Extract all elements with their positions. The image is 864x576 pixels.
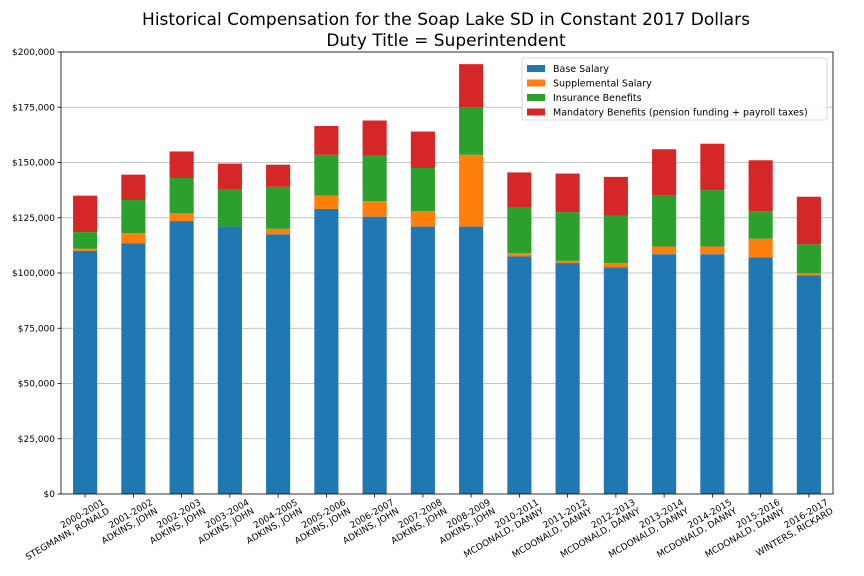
y-axis: $0 $25,000 $50,000 $75,000 $100,000 $125,000 $… — [12, 48, 61, 500]
bar-supplemental-segment — [507, 253, 532, 257]
bar-base-segment — [603, 267, 628, 494]
bar-mandatory-segment — [507, 172, 532, 208]
bar-mandatory-segment — [410, 131, 435, 169]
bar-mandatory-segment — [796, 196, 821, 245]
legend-swatch — [527, 108, 545, 116]
bar-mandatory-segment — [266, 164, 291, 187]
bar-supplemental-segment — [266, 228, 291, 235]
bar-insurance-segment — [652, 195, 677, 247]
bar-base-segment — [410, 226, 435, 494]
bar-supplemental-segment — [796, 273, 821, 276]
bar-base-segment — [169, 221, 194, 494]
bar-supplemental-segment — [314, 195, 339, 209]
legend-swatch — [527, 94, 545, 101]
bar-insurance-segment — [700, 190, 725, 247]
bar-insurance-segment — [748, 211, 773, 239]
bar-mandatory-segment — [748, 160, 773, 212]
bar-insurance-segment — [555, 212, 580, 261]
bar-base-segment — [121, 243, 146, 494]
chart-title: Historical Compensation for the Soap Lak… — [142, 10, 750, 30]
bar-base-segment — [459, 226, 484, 494]
chart-subtitle: Duty Title = Superintendent — [326, 31, 566, 51]
y-tick-label: $125,000 — [12, 214, 55, 224]
bar-supplemental-segment — [555, 260, 580, 264]
y-tick-label: $100,000 — [12, 269, 55, 279]
bar-insurance-segment — [796, 244, 821, 273]
bar-base-segment — [507, 256, 532, 494]
bar-base-segment — [362, 216, 387, 494]
bar-base-segment — [266, 234, 291, 494]
bar-mandatory-segment — [217, 163, 242, 190]
bar-insurance-segment — [169, 177, 194, 214]
legend: Base Salary Supplemental Salary Insurance … — [521, 57, 828, 121]
bar-mandatory-segment — [652, 149, 677, 196]
legend-swatch — [527, 65, 545, 72]
bar-mandatory-segment — [459, 64, 484, 108]
bar-base-segment — [217, 226, 242, 494]
legend-frame — [521, 57, 828, 121]
bar-supplemental-segment — [362, 201, 387, 217]
bar-base-segment — [700, 254, 725, 494]
bar-base-segment — [555, 263, 580, 494]
bar-base-segment — [73, 250, 98, 494]
bar-mandatory-segment — [555, 173, 580, 213]
bar-mandatory-segment — [121, 174, 146, 201]
bar-base-segment — [314, 208, 339, 494]
legend-label: Mandatory Benefits (pension funding + pa… — [553, 108, 808, 119]
bar-mandatory-segment — [73, 195, 98, 233]
bars — [73, 64, 821, 494]
y-tick-label: $25,000 — [18, 435, 55, 445]
y-tick-label: $150,000 — [12, 159, 55, 169]
x-axis: 2000-2001STEGMANN, RONALD2001-2002ADKINS… — [19, 494, 835, 563]
bar-insurance-segment — [459, 107, 484, 155]
bar-supplemental-segment — [73, 248, 98, 251]
bar-supplemental-segment — [748, 238, 773, 258]
bar-insurance-segment — [362, 155, 387, 202]
legend-label: Insurance Benefits — [553, 93, 642, 104]
bar-supplemental-segment — [121, 233, 146, 244]
y-tick-label: $200,000 — [12, 48, 55, 58]
legend-label: Base Salary — [553, 64, 609, 75]
bar-insurance-segment — [603, 215, 628, 264]
bar-mandatory-segment — [169, 151, 194, 178]
y-tick-label: $0 — [44, 490, 56, 500]
bar-insurance-segment — [410, 168, 435, 212]
bar-mandatory-segment — [603, 176, 628, 216]
bar-insurance-segment — [314, 154, 339, 196]
legend-label: Supplemental Salary — [553, 79, 652, 90]
bar-supplemental-segment — [459, 154, 484, 227]
bar-insurance-segment — [266, 186, 291, 229]
x-tick-name: STEGMANN, RONALD — [24, 507, 111, 563]
y-tick-label: $50,000 — [18, 380, 55, 390]
bar-supplemental-segment — [652, 246, 677, 255]
y-tick-label: $175,000 — [12, 103, 55, 113]
bar-mandatory-segment — [362, 120, 387, 156]
bar-insurance-segment — [507, 207, 532, 254]
legend-swatch — [527, 79, 545, 87]
x-tick-label: 2000-2001STEGMANN, RONALD — [19, 498, 111, 563]
bar-insurance-segment — [73, 232, 98, 249]
bar-base-segment — [748, 257, 773, 494]
bar-mandatory-segment — [314, 126, 339, 155]
bar-supplemental-segment — [410, 211, 435, 227]
bar-base-segment — [652, 254, 677, 494]
bar-mandatory-segment — [700, 143, 725, 191]
bar-supplemental-segment — [700, 246, 725, 255]
bar-supplemental-segment — [603, 263, 628, 268]
bar-insurance-segment — [217, 189, 242, 227]
bar-base-segment — [796, 275, 821, 494]
bar-insurance-segment — [121, 200, 146, 234]
bar-supplemental-segment — [169, 213, 194, 222]
y-tick-label: $75,000 — [18, 324, 55, 334]
